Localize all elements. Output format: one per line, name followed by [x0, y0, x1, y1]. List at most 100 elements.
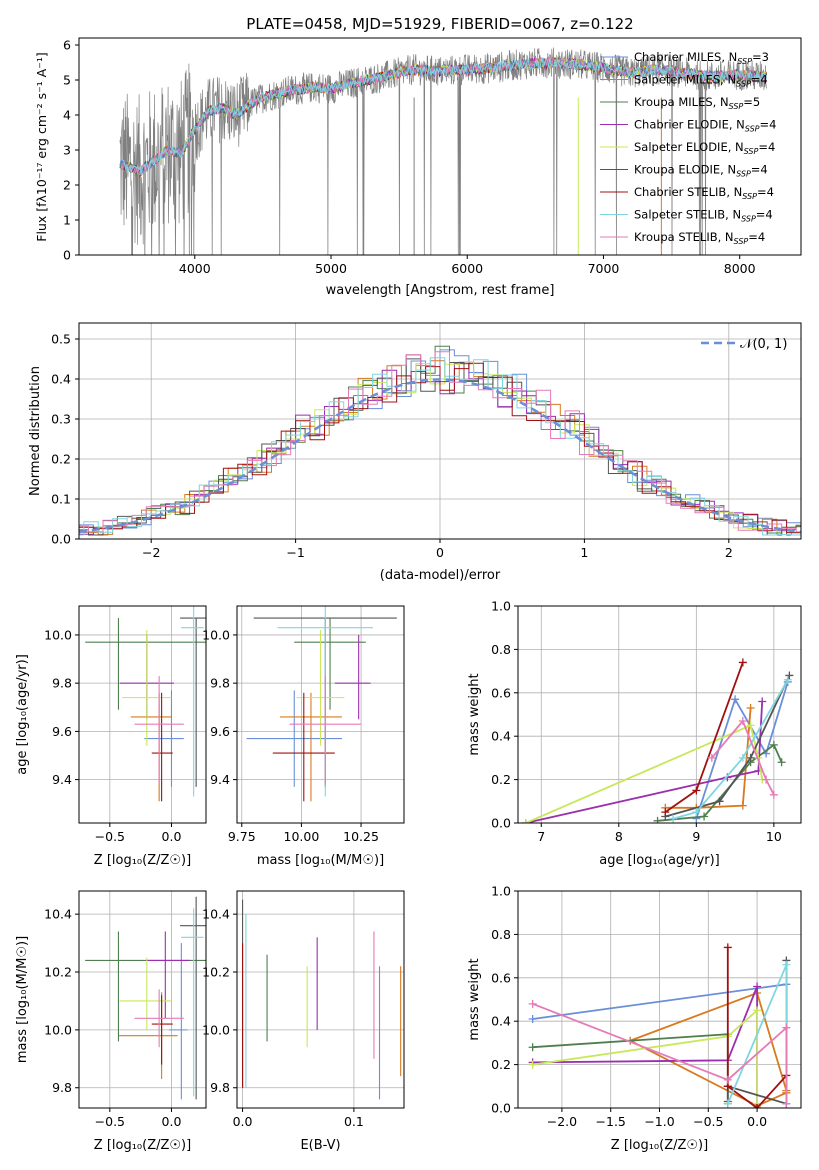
- weight-vs-Z-ytick-label: 0.4: [491, 1014, 511, 1029]
- mass-vs-Z-xtick-label: 0.0: [162, 1114, 182, 1129]
- weight-vs-age-ytick-label: 0.2: [491, 772, 511, 787]
- mass-vs-Z-ytick-label: 10.4: [44, 907, 72, 922]
- mass-vs-ebv-ytick-label: 9.8: [210, 1080, 230, 1095]
- weight-vs-age-point-marker: [521, 819, 530, 823]
- mass-vs-ebv-xlabel: E(B-V): [300, 1138, 340, 1153]
- spectrum-ytick-label: 5: [63, 73, 71, 88]
- age-vs-mass-panel: 9.75 10.00 10.25 9.4 9.6 9.8 10.0 mass [log₁₀(M…: [202, 605, 405, 868]
- weight-vs-age-point-marker: [653, 816, 662, 823]
- spectrum-data-line: [119, 47, 768, 255]
- residual-ticks: −2 −1 0 1 2 0.0 0.1 0.2 0.3 0.4 0.5: [51, 332, 733, 561]
- age-vs-mass-xtick-label: 10.00: [284, 829, 320, 844]
- mass-vs-ebv-ytick-label: 10.0: [202, 1022, 230, 1037]
- weight-vs-age-xtick-label: 8: [615, 829, 623, 844]
- age-vs-mass-ytick-label: 9.6: [210, 724, 230, 739]
- age-vs-mass-frame: [236, 605, 405, 824]
- weight-vs-Z-xtick-label: −2.0: [547, 1114, 577, 1129]
- weight-vs-age-point-marker: [738, 753, 747, 762]
- weight-vs-age-point-marker: [731, 695, 740, 704]
- spectrum-ylabel: Flux [fλ10⁻¹⁷ erg cm⁻² s⁻¹ A⁻¹]: [34, 52, 49, 241]
- spectrum-legend-label: Kroupa MILES, NSSP=5: [634, 95, 760, 111]
- age-vs-mass-xtick-label: 10.25: [343, 829, 379, 844]
- weight-vs-age-point-marker: [746, 721, 755, 730]
- spectrum-xtick-label: 7000: [588, 261, 620, 276]
- weight-vs-age-point-marker: [661, 808, 670, 817]
- mass-vs-Z-frame: [78, 890, 207, 1109]
- spectrum-ticks: 4000 5000 6000 7000 8000 0 1 2 3 4 5 6: [63, 38, 756, 277]
- spectrum-lines: [119, 47, 768, 255]
- residual-xtick-label: 1: [580, 545, 588, 560]
- weight-vs-Z-point-marker: [528, 1043, 537, 1052]
- age-vs-Z-xtick-label: −0.5: [95, 829, 125, 844]
- weight-vs-age-series-line: [711, 719, 775, 796]
- residual-ytick-label: 0.5: [51, 332, 71, 347]
- mass-vs-Z-xtick-label: −0.5: [95, 1114, 125, 1129]
- spectrum-legend-label: Kroupa ELODIE, NSSP=4: [634, 163, 768, 179]
- mass-vs-Z-plot-area: [79, 891, 206, 1108]
- weight-vs-Z-xtick-label: −1.5: [596, 1114, 626, 1129]
- mass-vs-ebv-ytick-label: 10.2: [202, 965, 230, 980]
- weight-vs-Z-ytick-label: 0.8: [491, 927, 511, 942]
- spectrum-frame: [78, 37, 802, 256]
- weight-vs-age-point-marker: [785, 671, 794, 680]
- age-vs-Z-marks: [79, 606, 206, 823]
- age-vs-Z-ytick-label: 10.0: [44, 627, 72, 642]
- residual-xtick-label: −1: [286, 545, 304, 560]
- spectrum-xtick-label: 5000: [315, 261, 347, 276]
- residual-ylabel: Normed distribution: [28, 366, 43, 496]
- age-vs-Z-panel: −0.5 0.0 9.4 9.6 9.8 10.0 Z [log₁₀(Z/Z☉)] age […: [15, 605, 207, 868]
- age-vs-Z-xlabel: Z [log₁₀(Z/Z☉)]: [94, 853, 191, 868]
- weight-vs-Z-panel: −2.0 −1.5 −1.0 −0.5 0.0 0.0 0.2 0.4 0.6 0.8 1.0 Z […: [467, 884, 802, 1153]
- age-vs-Z-ytick-label: 9.4: [52, 772, 72, 787]
- weight-vs-age-ytick-label: 0.6: [491, 685, 511, 700]
- weight-vs-age-xtick-label: 10: [766, 829, 782, 844]
- spectrum-legend-label: Salpeter MILES, NSSP=4: [634, 73, 768, 89]
- weight-vs-Z-ytick-label: 0.2: [491, 1057, 511, 1072]
- residual-histogram-line: [79, 351, 801, 533]
- mass-vs-ebv-ytick-label: 10.4: [202, 907, 230, 922]
- age-vs-Z-frame: [78, 605, 207, 824]
- age-vs-Z-ytick-label: 9.8: [52, 676, 72, 691]
- weight-vs-Z-point-marker: [753, 1006, 762, 1015]
- weight-vs-age-plot-area: [518, 606, 801, 823]
- weight-vs-age-point-marker: [769, 740, 778, 749]
- age-vs-mass-ytick-label: 9.8: [210, 676, 230, 691]
- weight-vs-Z-point-marker: [723, 943, 732, 952]
- mass-vs-Z-ytick-label: 10.2: [44, 965, 72, 980]
- weight-vs-age-point-marker: [762, 775, 771, 784]
- weight-vs-Z-ylabel: mass weight: [467, 958, 482, 1040]
- spectrum-xtick-label: 6000: [451, 261, 483, 276]
- weight-vs-age-series-line: [672, 679, 789, 820]
- weight-vs-age-point-marker: [692, 808, 701, 817]
- weight-vs-Z-ytick-label: 1.0: [491, 884, 511, 899]
- spectrum-legend-label: Chabrier ELODIE, NSSP=4: [634, 118, 776, 134]
- residual-ytick-label: 0.1: [51, 492, 71, 507]
- weight-vs-age-ytick-label: 0.8: [491, 642, 511, 657]
- parameter-panels: −0.5 0.0 9.4 9.6 9.8 10.0 Z [log₁₀(Z/Z☉)] age […: [15, 599, 802, 1153]
- residual-xlabel: (data-model)/error: [380, 568, 501, 583]
- spectrum-title: PLATE=0458, MJD=51929, FIBERID=0067, z=0…: [246, 15, 633, 33]
- spectrum-ytick-label: 1: [63, 213, 71, 228]
- residual-xtick-label: −2: [142, 545, 160, 560]
- spectrum-legend-label: Kroupa STELIB, NSSP=4: [634, 230, 765, 246]
- weight-vs-age-ylabel: mass weight: [467, 673, 482, 755]
- weight-vs-age-point-marker: [700, 812, 709, 821]
- weight-vs-Z-xlabel: Z [log₁₀(Z/Z☉)]: [611, 1138, 708, 1153]
- residual-panel: −2 −1 0 1 2 0.0 0.1 0.2 0.3 0.4 0.5 𝒩(0, 1) (data-…: [28, 322, 802, 583]
- weight-vs-age-series-line: [665, 707, 752, 809]
- spectrum-ytick-label: 0: [63, 248, 71, 263]
- residual-xtick-label: 2: [725, 545, 733, 560]
- weight-vs-age-xtick-label: 7: [537, 829, 545, 844]
- age-vs-Z-plot-area: [79, 606, 206, 823]
- weight-vs-Z-xtick-label: −0.5: [693, 1114, 723, 1129]
- weight-vs-Z-ytick-label: 0.0: [491, 1101, 511, 1116]
- weight-vs-age-point-marker: [669, 814, 678, 823]
- weight-vs-Z-point-marker: [782, 1099, 791, 1108]
- mass-vs-ebv-frame: [236, 890, 405, 1109]
- residual-ytick-label: 0.0: [51, 532, 71, 547]
- mass-vs-Z-ytick-label: 9.8: [52, 1080, 72, 1095]
- spectrum-ytick-label: 6: [63, 38, 71, 53]
- weight-vs-age-point-marker: [715, 797, 724, 806]
- weight-vs-age-marks: [518, 606, 801, 823]
- mass-vs-ebv-plot-area: [237, 891, 404, 1108]
